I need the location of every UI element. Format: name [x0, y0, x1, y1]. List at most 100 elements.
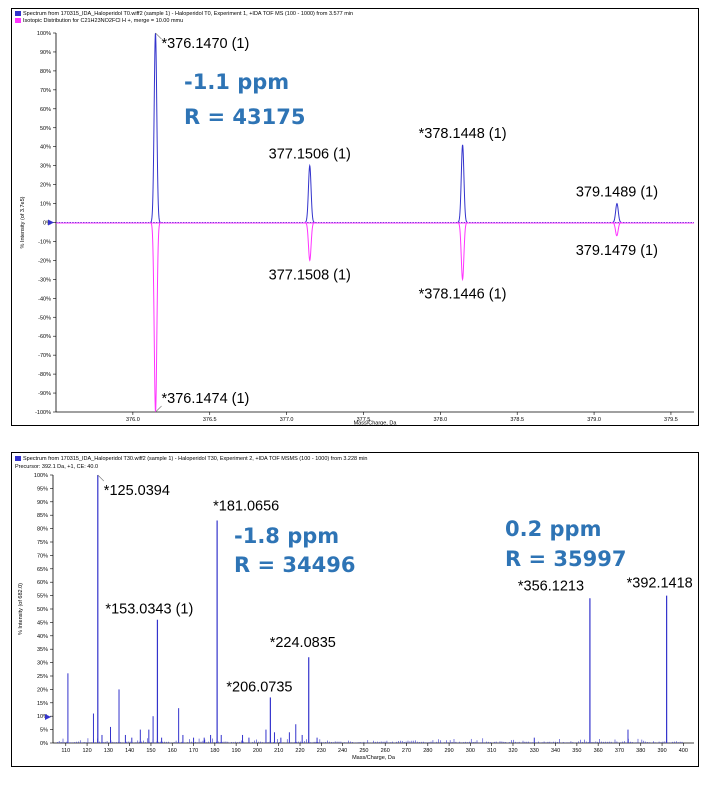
y-tick-label: -90% [38, 391, 51, 397]
theoretical-peak [611, 222, 623, 237]
fragment-peak-label: *181.0656 [213, 499, 279, 515]
top-spectrum-chart: 100% 90% 80% 70% 60% 50% 40% 30% 20% 10% 0% -10% -20… [20, 31, 694, 426]
y-tick-label: 85% [37, 513, 48, 519]
y-tick-label: 40% [37, 634, 48, 640]
y-tick-label: 80% [37, 527, 48, 533]
x-tick-label: 260 [381, 748, 390, 754]
x-tick-label: 378.0 [433, 417, 447, 423]
y-tick-label: 0% [43, 221, 51, 227]
x-tick-label: 380 [636, 748, 645, 754]
top-spectrum-panel: Spectrum from 170315_IDA_Haloperidol T0.… [11, 8, 699, 426]
y-tick-label: 100% [37, 31, 51, 37]
y-tick-label: 10% [40, 202, 51, 208]
x-tick-label: 378.5 [510, 417, 524, 423]
y-tick-label: -70% [38, 353, 51, 359]
x-tick-label: 370 [615, 748, 624, 754]
x-axis-label: Mass/Charge, Da [352, 755, 396, 761]
bottom-spectrum-chart: 100% 95% 90% 85% 80% 75% 70% 65% 60% 55% 50% 45% 40%… [18, 473, 694, 761]
x-axis-label: Mass/Charge, Da [354, 421, 398, 426]
x-tick-label: 210 [274, 748, 283, 754]
x-tick-label: 220 [295, 748, 304, 754]
x-tick-label: 310 [487, 748, 496, 754]
theoretical-peak [457, 222, 468, 282]
y-tick-label: 60% [37, 580, 48, 586]
x-tick-label: 250 [359, 748, 368, 754]
x-tick-label: 290 [445, 748, 454, 754]
y-tick-label: -20% [38, 258, 51, 264]
y-axis-label: % Intensity (of 3.7e5) [20, 196, 26, 248]
y-tick-label: -60% [38, 334, 51, 340]
theoretical-peak [304, 222, 316, 262]
y-tick-label: 100% [34, 473, 48, 479]
peak-label-leader [155, 32, 162, 40]
measured-peak-label: *378.1448 (1) [419, 126, 507, 142]
y-tick-label: 5% [40, 728, 48, 734]
y-tick-label: -80% [38, 372, 51, 378]
x-tick-label: 377.0 [280, 417, 294, 423]
y-tick-label: 45% [37, 620, 48, 626]
y-tick-label: 60% [40, 107, 51, 113]
theoretical-peak [150, 222, 161, 413]
x-tick-label: 270 [402, 748, 411, 754]
x-tick-label: 330 [530, 748, 539, 754]
x-tick-label: 379.5 [664, 417, 678, 423]
theoretical-swatch-icon [15, 18, 21, 23]
fragment-peak-label: *224.0835 [270, 635, 336, 651]
fragment-peak-label: *125.0394 [104, 483, 170, 499]
theoretical-peak-label: 377.1508 (1) [269, 267, 351, 283]
x-tick-label: 360 [594, 748, 603, 754]
y-tick-label: 20% [37, 687, 48, 693]
x-tick-label: 170 [189, 748, 198, 754]
y-tick-label: 0% [40, 741, 48, 747]
x-tick-label: 376.0 [126, 417, 140, 423]
top-header-line2: Isotopic Distribution for C21H23NO2FCl H… [15, 18, 183, 25]
theoretical-peak-label: 379.1479 (1) [576, 243, 658, 259]
y-tick-label: 40% [40, 145, 51, 151]
right-resolution-annotation: R = 35997 [505, 547, 626, 571]
y-tick-label: 75% [37, 540, 48, 546]
x-tick-label: 340 [551, 748, 560, 754]
x-tick-label: 400 [679, 748, 688, 754]
fragment-peak-label: *392.1418 [627, 576, 693, 592]
y-tick-label: 50% [40, 126, 51, 132]
measured-peak [304, 163, 316, 223]
left-ppm-annotation: -1.8 ppm [234, 524, 339, 548]
measured-peak-label: 379.1489 (1) [576, 185, 658, 201]
y-tick-label: 30% [37, 661, 48, 667]
fragment-peak-label: *153.0343 (1) [105, 602, 193, 618]
x-tick-label: 110 [61, 748, 70, 754]
spectrum-swatch-icon [15, 456, 21, 461]
precursor-marker-icon [45, 714, 51, 720]
bottom-header-line2: Precursor: 392.1 Da, +1, CE: 40.0 [15, 464, 99, 470]
y-tick-label: 90% [40, 50, 51, 56]
peak-label-leader [97, 474, 105, 482]
x-tick-label: 300 [466, 748, 475, 754]
zero-marker-icon [48, 219, 54, 226]
resolution-annotation: R = 43175 [184, 105, 305, 129]
y-tick-label: 80% [40, 69, 51, 75]
y-axis-label: % Intensity (of 682.0) [18, 583, 24, 635]
y-tick-label: 95% [37, 486, 48, 492]
measured-peak-label: 377.1506 (1) [269, 147, 351, 163]
y-tick-label: 65% [37, 567, 48, 573]
top-header-line1: Spectrum from 170315_IDA_Haloperidol T0.… [15, 11, 353, 18]
bottom-header-line1: Spectrum from 170315_IDA_Haloperidol T30… [15, 456, 367, 463]
fragment-peak-label: *356.1213 [518, 578, 584, 594]
y-tick-label: 25% [37, 674, 48, 680]
bottom-spectrum-panel: Spectrum from 170315_IDA_Haloperidol T30… [11, 452, 699, 767]
x-tick-label: 350 [572, 748, 581, 754]
fragment-peak-label: *206.0735 [226, 679, 292, 695]
y-tick-label: -40% [38, 296, 51, 302]
theoretical-peak-label: *378.1446 (1) [419, 286, 507, 302]
y-tick-label: -10% [38, 239, 51, 245]
y-tick-label: 35% [37, 647, 48, 653]
y-tick-label: 10% [37, 714, 48, 720]
measured-peak-label: *376.1470 (1) [161, 36, 249, 52]
x-tick-label: 379.0 [587, 417, 601, 423]
x-tick-label: 160 [168, 748, 177, 754]
x-tick-label: 200 [253, 748, 262, 754]
measured-peak [150, 32, 161, 223]
peak-label-leader [155, 405, 162, 413]
x-tick-label: 180 [210, 748, 219, 754]
ppm-error-annotation: -1.1 ppm [184, 70, 289, 94]
